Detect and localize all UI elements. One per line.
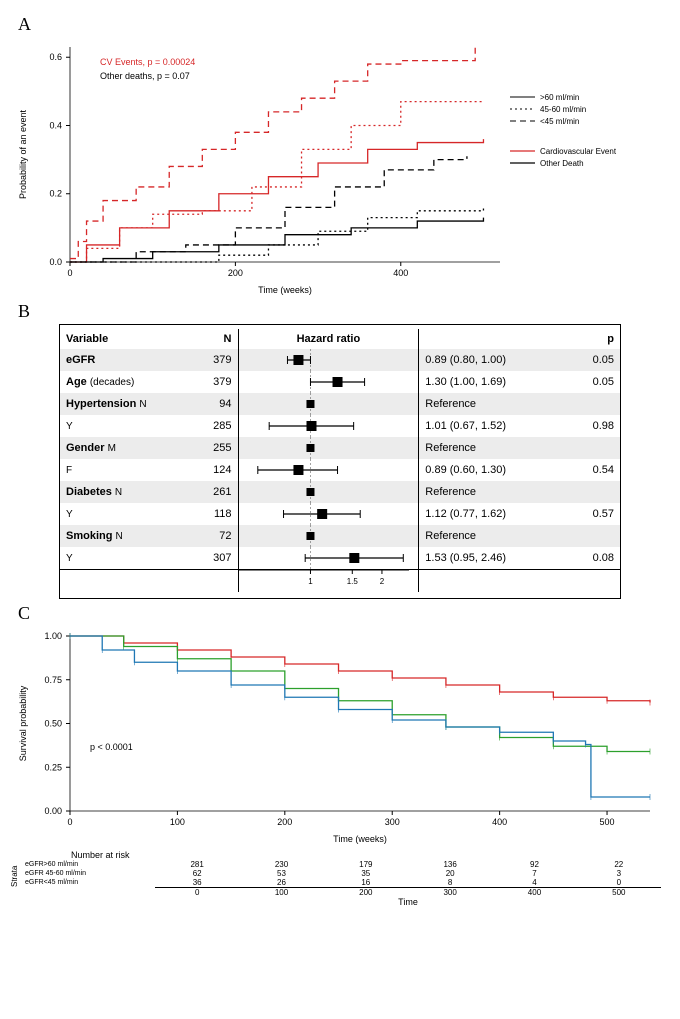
svg-text:Time (weeks): Time (weeks) (258, 285, 312, 295)
svg-text:1.00: 1.00 (44, 631, 62, 641)
panel-a-chart: 0 200 400 0.0 0.2 0.4 0.6 Time (weeks) Probabili… (10, 37, 670, 297)
svg-text:400: 400 (393, 268, 408, 278)
svg-text:Cardiovascular Event: Cardiovascular Event (540, 147, 617, 156)
svg-text:200: 200 (277, 817, 292, 827)
svg-text:0.4: 0.4 (49, 120, 62, 130)
svg-text:<45 ml/min: <45 ml/min (540, 117, 579, 126)
svg-text:>60 ml/min: >60 ml/min (540, 93, 579, 102)
svg-text:0.25: 0.25 (44, 762, 62, 772)
svg-text:1.5: 1.5 (346, 577, 358, 586)
svg-text:0.00: 0.00 (44, 806, 62, 816)
svg-text:500: 500 (600, 817, 615, 827)
svg-text:0.75: 0.75 (44, 675, 62, 685)
panel-b-label: B (18, 301, 670, 322)
table-row: Age (decades)3791.30 (1.00, 1.69)0.05 (60, 371, 620, 393)
col-hr: Hazard ratio (238, 329, 419, 349)
panel-a-label: A (18, 14, 670, 35)
svg-text:Other deaths, p = 0.07: Other deaths, p = 0.07 (100, 71, 190, 81)
svg-text:300: 300 (385, 817, 400, 827)
svg-text:0: 0 (67, 268, 72, 278)
svg-text:0.50: 0.50 (44, 719, 62, 729)
svg-text:CV Events, p = 0.00024: CV Events, p = 0.00024 (100, 57, 195, 67)
svg-text:0.0: 0.0 (49, 257, 62, 267)
svg-text:1: 1 (308, 577, 313, 586)
col-n: N (191, 329, 238, 349)
svg-text:Survival probability: Survival probability (18, 685, 28, 761)
table-row: Diabetes N261Reference (60, 481, 620, 503)
svg-text:400: 400 (492, 817, 507, 827)
table-row: Y2851.01 (0.67, 1.52)0.98 (60, 415, 620, 437)
table-row: eGFR3790.89 (0.80, 1.00)0.05 (60, 349, 620, 371)
table-row: Y3071.53 (0.95, 2.46)0.08 (60, 547, 620, 570)
svg-text:Probability of an event: Probability of an event (18, 109, 28, 199)
panel-c-label: C (18, 603, 670, 624)
svg-text:200: 200 (228, 268, 243, 278)
svg-text:0.6: 0.6 (49, 52, 62, 62)
col-variable: Variable (60, 329, 191, 349)
table-row: Hypertension N94Reference (60, 393, 620, 415)
panel-b-forest-table: Variable N Hazard ratio p eGFR3790.89 (0… (59, 324, 621, 599)
col-ci (419, 329, 563, 349)
table-row: Y1181.12 (0.77, 1.62)0.57 (60, 503, 620, 525)
panel-c-km-chart: 0 100 200 300 400 500 0.00 0.25 0.50 0.75 1.00 Time… (10, 626, 670, 846)
svg-text:0: 0 (67, 817, 72, 827)
svg-text:2: 2 (379, 577, 384, 586)
svg-text:Time (weeks): Time (weeks) (333, 834, 387, 844)
table-row: F1240.89 (0.60, 1.30)0.54 (60, 459, 620, 481)
svg-text:p < 0.0001: p < 0.0001 (90, 742, 133, 752)
panel-c-risk-table: StrataNumber at riskeGFR>60 ml/min281230… (10, 846, 670, 907)
col-p: p (563, 329, 620, 349)
table-row: Gender M255Reference (60, 437, 620, 459)
svg-text:Other Death: Other Death (540, 159, 584, 168)
svg-text:45-60 ml/min: 45-60 ml/min (540, 105, 586, 114)
svg-text:0.2: 0.2 (49, 189, 62, 199)
table-row: Smoking N72Reference (60, 525, 620, 547)
svg-text:100: 100 (170, 817, 185, 827)
